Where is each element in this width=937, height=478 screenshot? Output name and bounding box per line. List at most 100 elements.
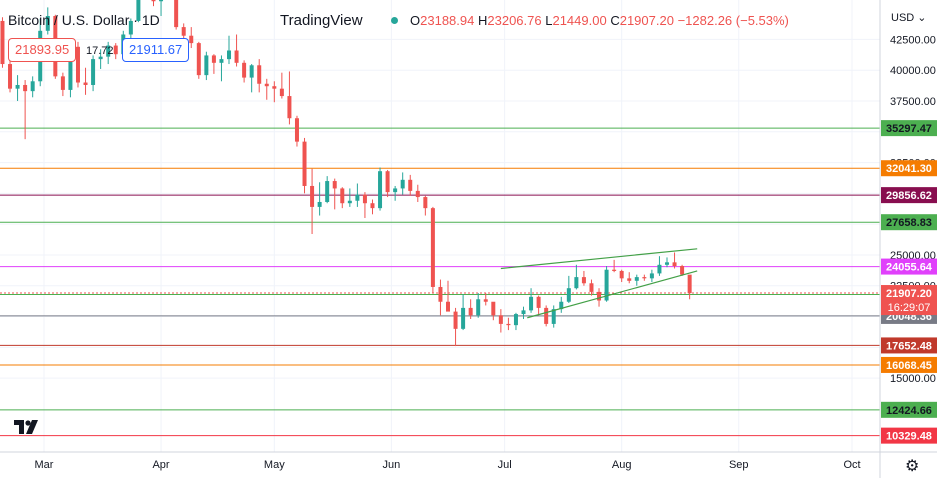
candle-body [174, 0, 179, 28]
candle-body [566, 288, 571, 302]
candle-body [60, 76, 65, 90]
candle-body [340, 188, 345, 204]
last-price-label: 21907.20 [886, 288, 932, 300]
candle-body [680, 266, 685, 275]
candle-body [468, 307, 473, 316]
candle-body [15, 84, 20, 89]
candle-body [627, 278, 632, 281]
candle-body [91, 59, 96, 85]
level-label: 35297.47 [886, 123, 932, 135]
gear-icon[interactable]: ⚙ [905, 458, 920, 475]
candle-body [536, 296, 541, 308]
level-label-bg [881, 427, 937, 444]
horizontal-levels[interactable] [0, 127, 880, 437]
level-label-bg [881, 401, 937, 418]
level-label: 29856.62 [886, 190, 932, 202]
currency-selector[interactable]: USD ⌄ [891, 12, 927, 24]
candle-body [310, 185, 315, 207]
candle-body [491, 301, 496, 316]
candle-body [287, 96, 292, 119]
candle-body [30, 81, 35, 92]
candle-body [0, 20, 5, 65]
candle-body [581, 277, 586, 284]
candle-body [649, 273, 654, 279]
level-label-bg [881, 160, 937, 177]
candle-body [408, 179, 413, 191]
rising-wedge[interactable] [500, 248, 698, 319]
candle-body [242, 62, 247, 78]
candle-body [257, 65, 262, 84]
candle-body [355, 194, 360, 201]
candle-body [687, 274, 692, 294]
candle-body [75, 46, 80, 83]
candle-body [325, 181, 330, 202]
candle-body [483, 299, 488, 302]
chart-header: Bitcoin / U.S. Dollar · 1D TradingView O… [8, 12, 789, 29]
grid [0, 0, 880, 452]
candle-body [423, 197, 428, 209]
candle-body [189, 35, 194, 44]
candle-body [234, 50, 239, 63]
candle-body [181, 27, 186, 36]
tradingview-logo-icon[interactable] [12, 416, 40, 438]
candle-body [513, 314, 518, 326]
candle-body [551, 309, 556, 324]
time-tick-label: Sep [729, 459, 749, 471]
candle-body [672, 262, 677, 267]
candle-body [128, 20, 133, 35]
time-tick-label: Apr [152, 459, 169, 471]
chevron-down-icon: ⌄ [917, 12, 927, 24]
candle-body [453, 311, 458, 329]
candle-body [506, 323, 511, 326]
spread-value: 17.72 [86, 45, 114, 57]
sell-price-button[interactable]: 21893.95 [8, 38, 77, 62]
candle-body [332, 181, 337, 189]
level-label-bg [881, 214, 937, 231]
level-label-bg [881, 258, 937, 275]
wedge-upper-line [500, 248, 698, 270]
candle-body [664, 262, 669, 265]
level-label: 27658.83 [886, 217, 932, 229]
candle-body [619, 270, 624, 279]
candle-body [317, 201, 322, 207]
level-label: 32041.30 [886, 163, 932, 175]
candle-body [272, 86, 277, 89]
candle-body [559, 301, 564, 310]
symbol-title[interactable]: Bitcoin / U.S. Dollar · 1D [8, 12, 160, 28]
candle-body [415, 190, 420, 198]
time-axis[interactable]: Mar Apr May Jun Jul Aug Sep Oct [35, 459, 861, 471]
candle-body [430, 208, 435, 287]
candle-body [151, 0, 156, 2]
candle-body [385, 171, 390, 193]
level-label-bg [881, 120, 937, 137]
time-tick-label: May [264, 459, 285, 471]
candle-body [461, 307, 466, 329]
candle-body [98, 56, 103, 60]
candle-body [23, 84, 28, 92]
candle-body [642, 277, 647, 279]
candle-body [302, 141, 307, 186]
candle-body [294, 118, 299, 142]
price-tick-label: 40000.00 [890, 65, 936, 77]
time-tick-label: Jun [382, 459, 400, 471]
candle-body [45, 16, 50, 31]
candle-body [362, 194, 367, 204]
candle-body [544, 307, 549, 324]
price-axis[interactable]: 42500.0040000.0037500.0035000.0032500.00… [890, 34, 936, 385]
candle-body [529, 296, 534, 311]
level-label-bg [881, 337, 937, 354]
time-tick-label: Jul [498, 459, 512, 471]
candle-body [446, 301, 450, 312]
level-label: 16068.45 [886, 360, 932, 372]
candle-body [612, 269, 617, 271]
level-label-bg [881, 356, 937, 373]
price-tick-label: 37500.00 [890, 96, 936, 108]
plot-area [0, 0, 880, 452]
candle-body [68, 46, 73, 90]
wedge-lower-line [527, 270, 698, 319]
candle-body [227, 50, 232, 60]
candle-body [279, 88, 284, 97]
candle-body [83, 82, 88, 85]
buy-price-button[interactable]: 21911.67 [122, 38, 190, 62]
